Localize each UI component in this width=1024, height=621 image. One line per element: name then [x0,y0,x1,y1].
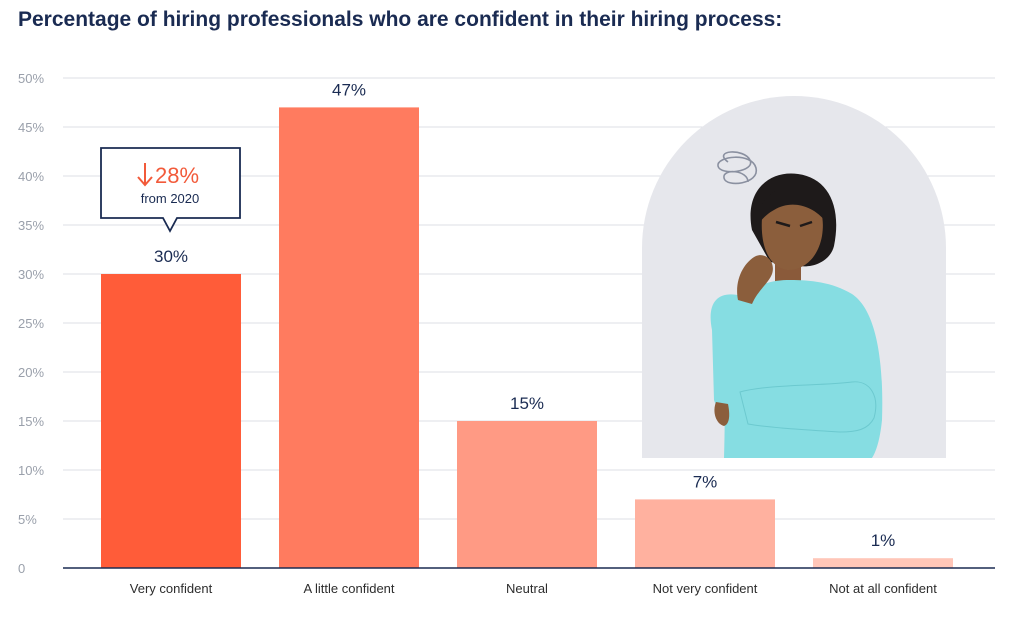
bar [279,107,419,569]
bar-value-label: 1% [871,531,896,550]
y-axis-ticks: 0 5% 10% 15% 20% 25% 30% 35% 40% 45% 50% [18,71,44,576]
callout-subtext: from 2020 [141,191,200,206]
category-label: A little confident [303,581,394,596]
callout-box [100,147,241,233]
y-tick-label: 40% [18,169,44,184]
y-tick-label: 0 [18,561,25,576]
bars [101,107,953,569]
y-tick-label: 20% [18,365,44,380]
bar [635,499,775,568]
y-tick-label: 15% [18,414,44,429]
y-tick-label: 45% [18,120,44,135]
bar-value-label: 47% [332,80,366,99]
bar [813,558,953,568]
category-label: Not very confident [653,581,758,596]
bar-value-label: 15% [510,394,544,413]
data-labels: 30% 47% 15% 7% 1% [154,80,895,550]
y-tick-label: 25% [18,316,44,331]
bar [101,274,241,568]
thought-squiggle-icon [717,151,757,185]
y-tick-label: 35% [18,218,44,233]
y-tick-label: 5% [18,512,37,527]
down-arrow-icon [137,163,153,187]
category-label: Not at all confident [829,581,937,596]
category-label: Neutral [506,581,548,596]
y-tick-label: 10% [18,463,44,478]
y-tick-label: 30% [18,267,44,282]
change-callout: 28% from 2020 [100,147,241,233]
category-label: Very confident [130,581,213,596]
bar-value-label: 7% [693,472,718,491]
callout-change: 28% [155,163,199,188]
thinking-woman-illustration [642,96,946,458]
bar-value-label: 30% [154,247,188,266]
chart-title: Percentage of hiring professionals who a… [18,8,783,31]
bar [457,421,597,568]
y-tick-label: 50% [18,71,44,86]
x-axis-categories: Very confident A little confident Neutral N… [130,581,937,596]
